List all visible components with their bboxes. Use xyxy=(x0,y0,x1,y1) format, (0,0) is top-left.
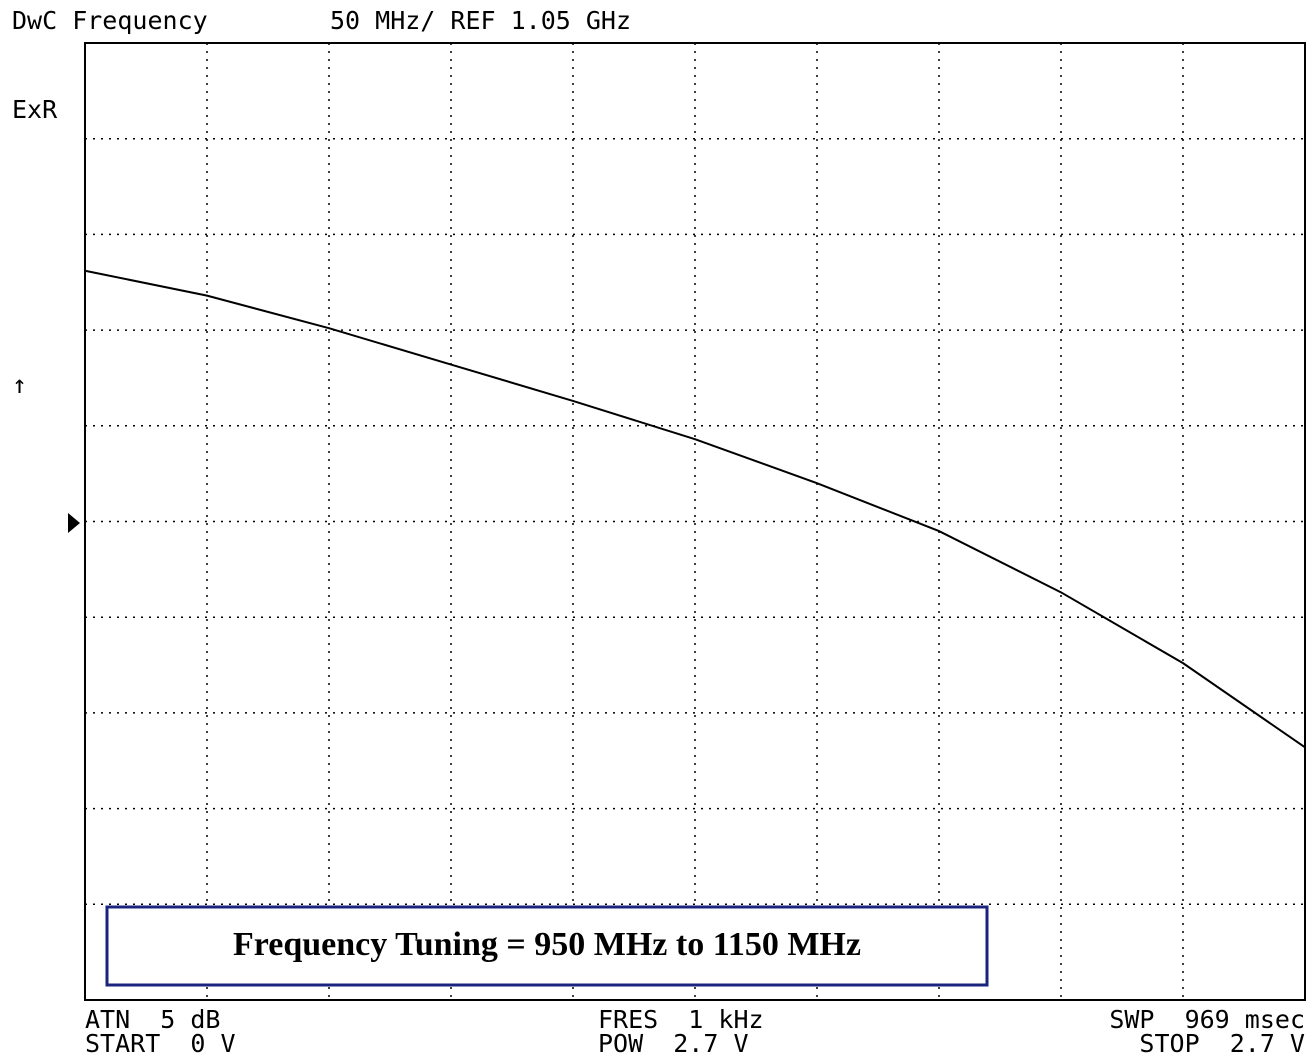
trace-title: DwC Frequency xyxy=(12,6,208,35)
annotation: Frequency Tuning = 950 MHz to 1150 MHz xyxy=(233,926,861,963)
footer-atn: ATN 5 dB xyxy=(85,1005,220,1034)
footer-fres: FRES 1 kHz xyxy=(598,1005,764,1034)
trace-layer xyxy=(84,269,1306,749)
footer-pow: POW 2.7 V xyxy=(598,1029,749,1058)
footer-stop: STOP 2.7 V xyxy=(1139,1029,1305,1058)
footer-start: START 0 V xyxy=(85,1029,236,1058)
arrow-icon: ↑ xyxy=(12,370,27,399)
scale-label: 50 MHz/ REF 1.05 GHz xyxy=(330,6,631,35)
plot-frame xyxy=(84,42,1306,1001)
footer-swp: SWP 969 msec xyxy=(1109,1005,1305,1034)
ref-marker xyxy=(68,513,80,533)
mode-label: ExR xyxy=(12,95,58,124)
annotation-box xyxy=(105,905,989,987)
trace-line xyxy=(84,269,1306,749)
grid xyxy=(85,43,1305,1000)
